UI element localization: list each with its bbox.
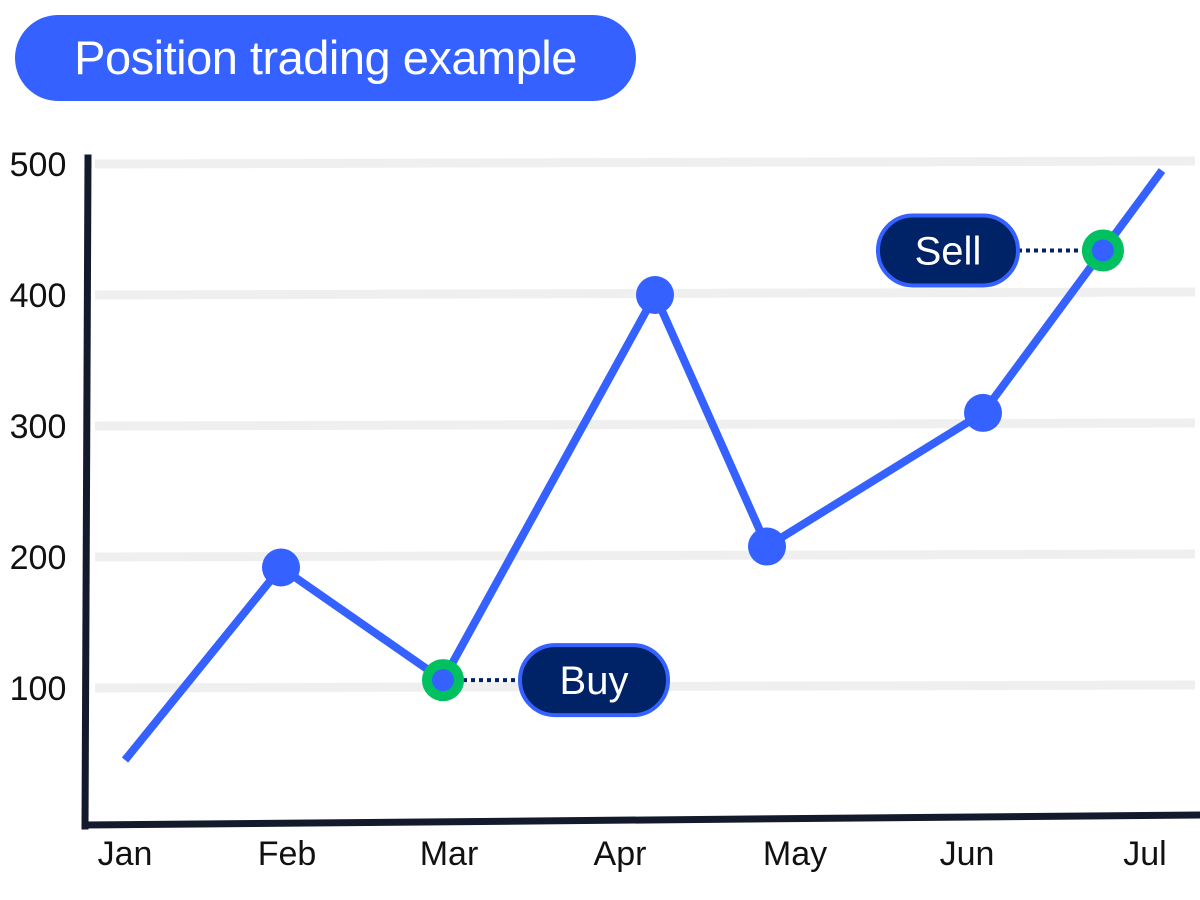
buy-label: Buy [560,659,629,703]
gridline-300 [94,418,1196,431]
y-tick-label: 300 [10,408,67,446]
x-tick-label: Apr [594,835,647,873]
x-tick-label: Feb [258,835,317,873]
data-point-jun [964,393,1002,432]
data-point-may [748,527,786,566]
chart-title: Position trading example [15,15,636,101]
gridline-200 [94,549,1196,562]
buy-marker [422,659,464,702]
y-tick-label: 100 [10,670,67,708]
data-point-feb [262,548,300,587]
y-tick-label: 400 [10,277,67,315]
x-axis [84,811,1200,829]
gridline-500 [94,156,1196,169]
data-point-apr [636,276,674,314]
x-tick-label: Jun [940,835,995,873]
y-axis [81,154,92,830]
x-tick-label: Mar [420,835,479,873]
sell-marker [1081,229,1124,272]
buy-pill [518,643,670,718]
x-tick-label: Jan [98,835,153,873]
y-tick-label: 500 [10,146,67,184]
x-tick-label: Jul [1123,835,1166,873]
y-tick-label: 200 [10,539,67,577]
sell-pill [875,213,1020,288]
sell-label: Sell [915,229,982,273]
x-tick-label: May [763,835,827,873]
